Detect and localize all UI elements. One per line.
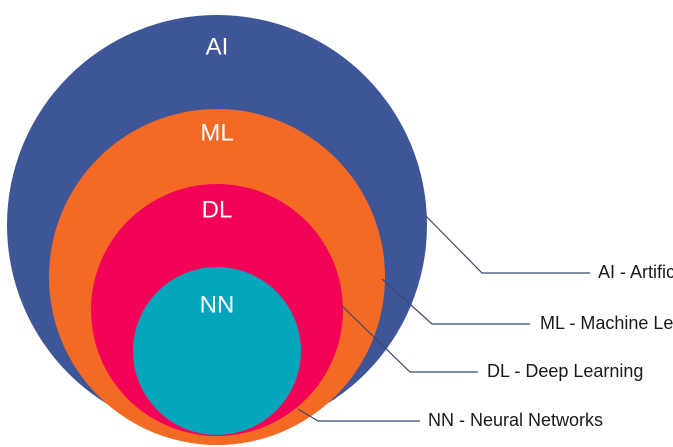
- leader-line-dl: [341, 305, 478, 373]
- legend-label-dl: DL - Deep Learning: [487, 361, 643, 381]
- leader-line-nn: [297, 408, 420, 422]
- legend-label-ai: AI - Artificial Intelligence: [598, 262, 673, 282]
- leader-line-ml: [381, 278, 530, 325]
- circle-label-ai: AI: [206, 33, 229, 60]
- legend-label-ml: ML - Machine Learning: [540, 313, 673, 333]
- leader-line-ai: [424, 214, 590, 274]
- circle-label-dl: DL: [202, 196, 233, 223]
- circle-label-nn: NN: [200, 291, 235, 318]
- circle-label-ml: ML: [200, 119, 233, 146]
- legend-label-nn: NN - Neural Networks: [428, 410, 603, 430]
- circle-nn: [133, 267, 301, 435]
